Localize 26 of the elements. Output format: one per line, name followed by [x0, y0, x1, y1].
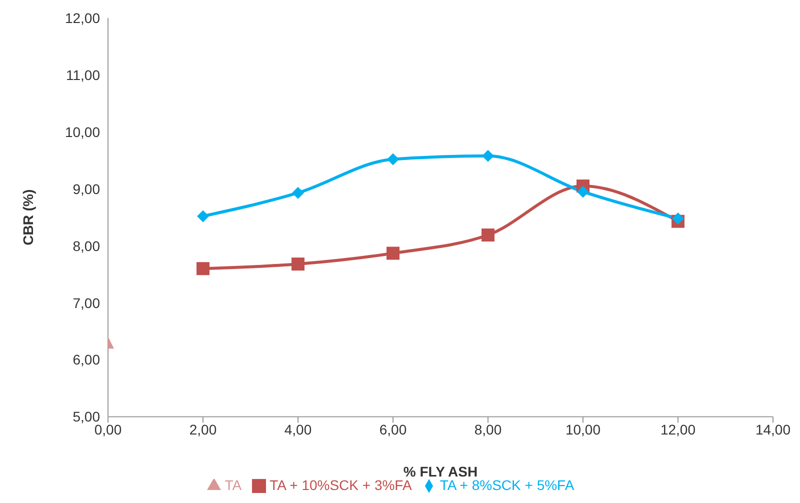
point — [386, 246, 400, 260]
point — [197, 210, 209, 222]
x-tick-label: 14,00 — [755, 422, 791, 438]
y-tick-label: 12,00 — [64, 10, 100, 26]
point — [387, 153, 399, 166]
point — [196, 262, 210, 276]
point — [482, 150, 494, 162]
y-tick-label: 7,00 — [72, 294, 100, 311]
y-tick-label: 8,00 — [72, 238, 100, 254]
point — [292, 186, 304, 199]
y-tick-label: 9,00 — [72, 180, 100, 197]
x-tick-label: 8,00 — [474, 422, 502, 438]
y-tick-label: 11,00 — [66, 66, 100, 83]
x-tick-label: 6,00 — [379, 422, 407, 438]
x-tick-label: 4,00 — [284, 422, 312, 438]
legend-label: TA — [224, 476, 242, 493]
point — [672, 212, 684, 224]
y-axis-title: CBR (%) — [20, 189, 36, 246]
point — [292, 258, 304, 271]
x-tick-label: 10,00 — [565, 422, 601, 438]
x-tick-label: 12,00 — [660, 422, 696, 438]
y-tick-label: 6,00 — [72, 352, 100, 368]
y-tick-label: 10,00 — [64, 124, 100, 140]
point — [482, 228, 494, 242]
x-tick-label: 2,00 — [189, 422, 217, 438]
point — [577, 186, 589, 198]
